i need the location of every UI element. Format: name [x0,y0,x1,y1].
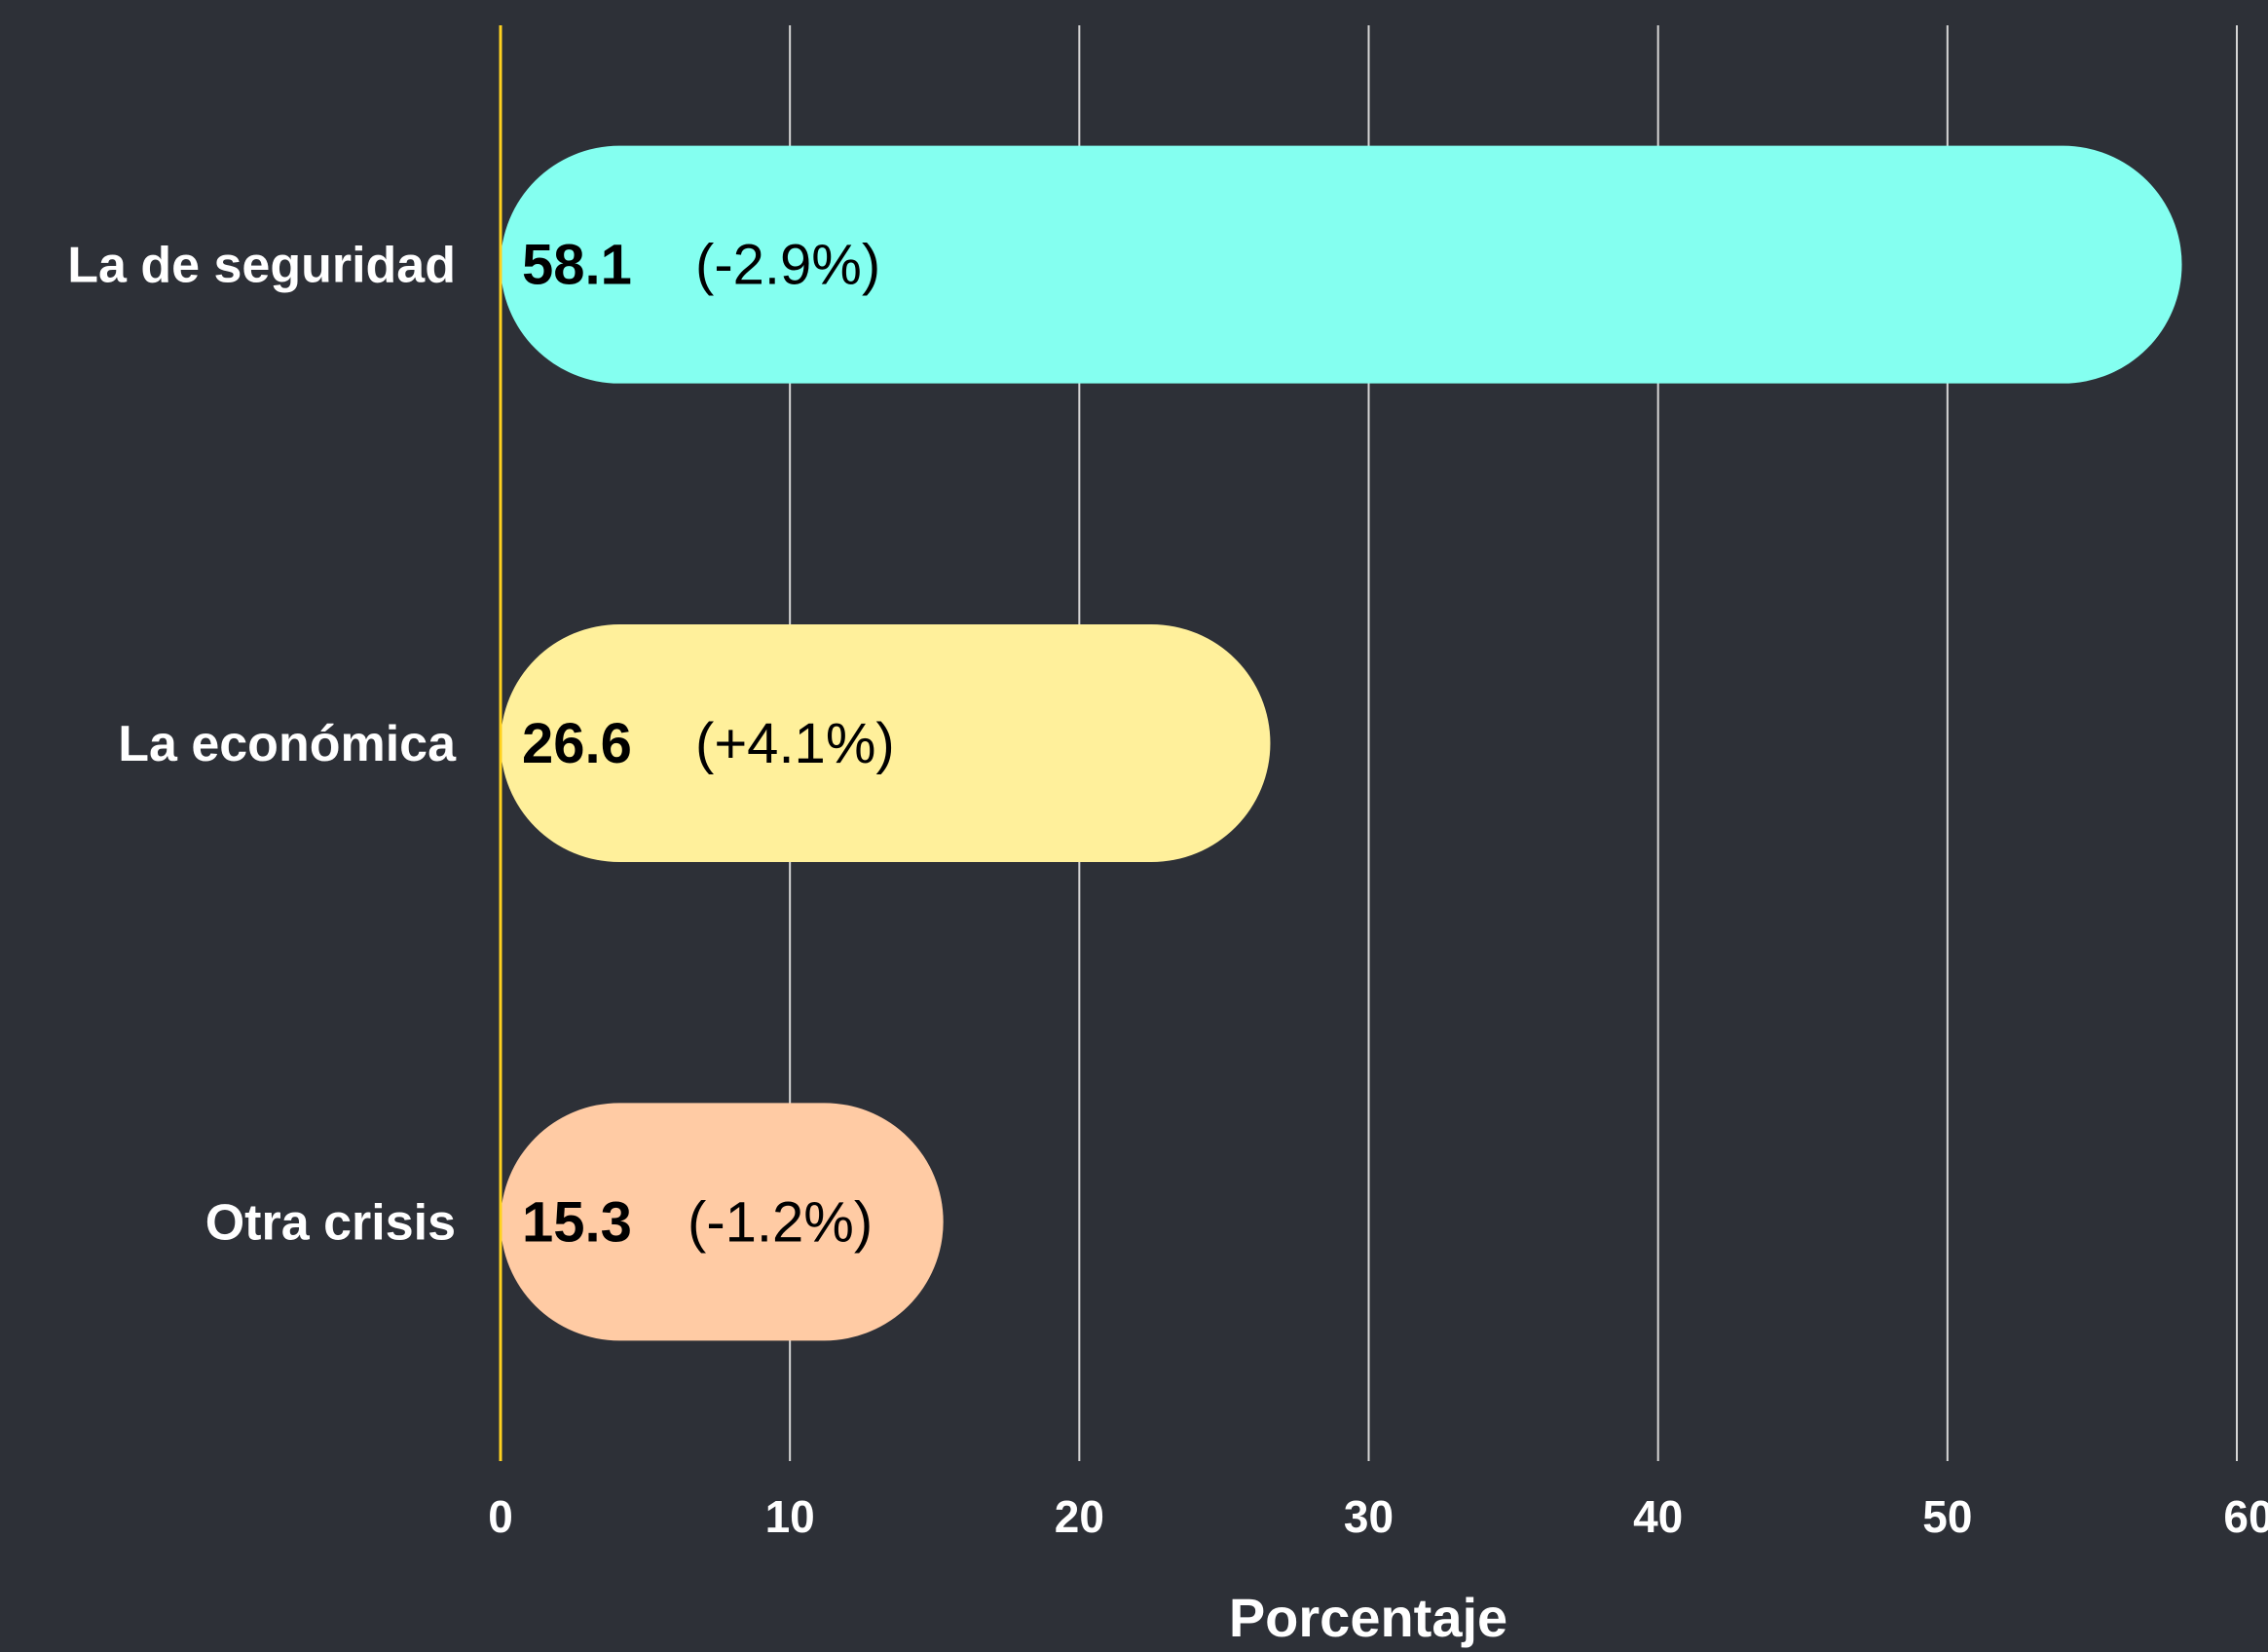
bar-change-label: (-2.9%) [695,234,880,297]
bar [501,624,1271,862]
x-axis-title: Porcentaje [1229,1587,1507,1648]
x-tick-label: 10 [765,1491,815,1542]
x-tick-labels: 0 10 20 30 40 50 60 [488,1491,2268,1542]
category-labels: La de seguridad La económica Otra crisis [67,238,457,1252]
bar-change-label: (+4.1%) [695,712,895,775]
x-tick-label: 60 [2223,1491,2268,1542]
category-label: La de seguridad [67,238,456,294]
x-tick-label: 20 [1055,1491,1104,1542]
bar [501,1103,944,1341]
category-label: Otra crisis [205,1194,456,1251]
bar-value-label: 26.6 [522,712,632,775]
bar [501,145,2182,384]
bar-value-label: 58.1 [522,234,632,297]
x-tick-label: 30 [1344,1491,1394,1542]
bar-value-label: 15.3 [522,1190,632,1254]
category-label: La económica [118,716,457,772]
x-tick-label: 40 [1633,1491,1683,1542]
x-tick-label: 50 [1922,1491,1972,1542]
bar-change-label: (-1.2%) [688,1190,873,1254]
x-tick-label: 0 [488,1491,513,1542]
bars: 58.1 (-2.9%) 26.6 (+4.1%) 15.3 (-1.2%) [499,25,2182,1461]
